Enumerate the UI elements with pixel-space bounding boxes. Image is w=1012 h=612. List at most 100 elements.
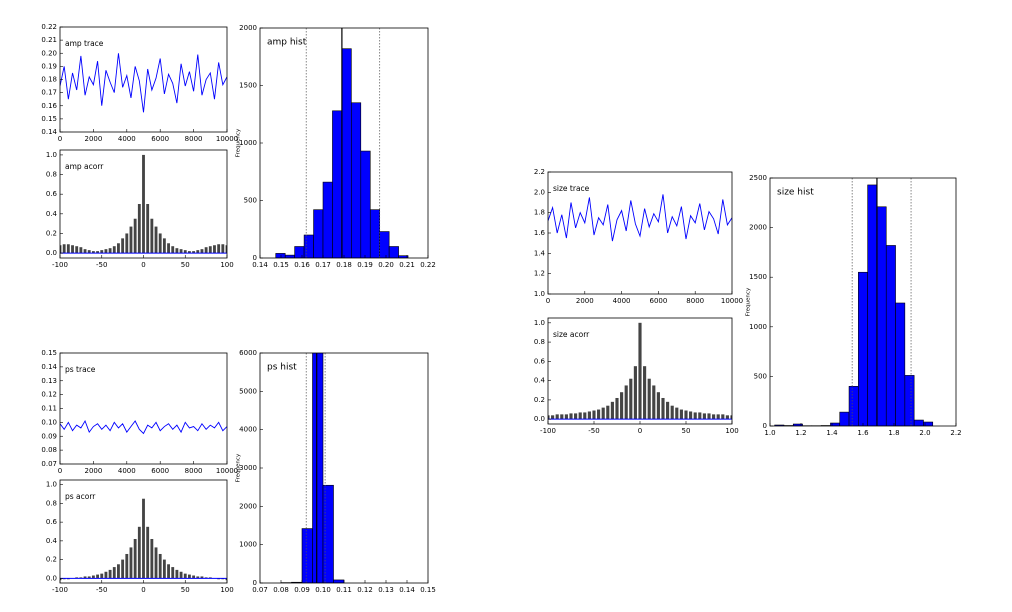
y-tick-label: 0.15 <box>41 349 57 357</box>
acorr-bar <box>716 414 720 420</box>
y-tick-label: 1500 <box>749 273 767 281</box>
acorr-bar <box>125 553 129 579</box>
y-tick-label: 0.09 <box>41 432 57 440</box>
y-tick-label: 6000 <box>239 349 257 357</box>
x-tick-label: 1.4 <box>826 429 838 437</box>
acorr-bar <box>171 567 175 579</box>
y-tick-label: 1.8 <box>534 209 545 217</box>
hist-bar <box>369 209 380 258</box>
acorr-bar <box>87 576 91 579</box>
acorr-bar <box>675 407 679 420</box>
acorr-bar <box>638 322 642 420</box>
hist-bar <box>275 253 286 258</box>
x-tick-label: 2.2 <box>950 429 961 437</box>
acorr-bar <box>548 415 550 420</box>
plot-title: size acorr <box>553 330 590 339</box>
x-tick-label: -100 <box>52 586 68 594</box>
x-tick-label: 1.6 <box>857 429 869 437</box>
trace-line <box>60 53 227 113</box>
y-tick-label: 0.0 <box>534 415 545 423</box>
x-tick-label: 4000 <box>118 135 136 143</box>
acorr-bar <box>62 244 66 254</box>
trace-line <box>548 194 732 242</box>
y-tick-label: 0.18 <box>41 76 57 84</box>
x-tick-label: 8000 <box>185 467 203 475</box>
x-tick-label: 0.14 <box>252 261 268 269</box>
y-tick-label: 0 <box>253 254 257 262</box>
y-tick-label: 0.07 <box>41 460 57 468</box>
x-tick-label: 0 <box>638 427 642 435</box>
acorr-bar <box>121 238 125 254</box>
x-tick-label: 0.22 <box>420 261 436 269</box>
acorr-bar <box>200 249 204 254</box>
plot <box>280 353 345 583</box>
acorr-bar <box>96 251 100 254</box>
hist-bar <box>848 386 859 426</box>
acorr-bar <box>221 244 225 254</box>
acorr-bar <box>154 226 158 254</box>
y-tick-label: 0.6 <box>46 190 58 198</box>
plot <box>275 28 409 258</box>
y-tick-label: 0.21 <box>41 36 57 44</box>
acorr-bar <box>96 574 100 579</box>
acorr-bar <box>569 413 573 420</box>
acorr-bar <box>213 245 216 254</box>
plot-title: ps hist <box>267 363 297 373</box>
x-tick-label: 0.14 <box>399 586 415 594</box>
plot-frame <box>259 352 429 584</box>
acorr-bar <box>79 247 83 254</box>
y-tick-label: 0.2 <box>534 396 545 404</box>
y-tick-label: 0.15 <box>41 115 57 123</box>
x-tick-label: 0.07 <box>252 586 268 594</box>
hist-bar <box>284 254 295 258</box>
x-tick-label: 8000 <box>686 297 704 305</box>
acorr-bar <box>158 553 162 579</box>
x-tick-label: 100 <box>220 261 233 269</box>
acorr-bar <box>133 218 137 254</box>
acorr-bar <box>200 576 204 579</box>
hist-bar <box>360 150 371 258</box>
y-tick-label: 0.17 <box>41 89 57 97</box>
y-tick-label: 0.2 <box>46 556 57 564</box>
acorr-bar <box>196 250 200 254</box>
y-tick-label: 0.13 <box>41 377 57 385</box>
acorr-bar <box>146 526 150 579</box>
plot-title: ps trace <box>65 365 96 374</box>
plot <box>60 498 227 581</box>
y-tick-label: 0.16 <box>41 102 57 110</box>
acorr-bar <box>551 415 555 420</box>
y-tick-label: 5000 <box>239 387 257 395</box>
acorr-bar <box>117 243 120 254</box>
y-tick-label: 1.6 <box>534 229 546 237</box>
acorr-bar <box>620 392 624 420</box>
acorr-bar <box>104 249 108 254</box>
acorr-bar <box>583 412 587 420</box>
y-tick-label: 2000 <box>239 24 257 32</box>
x-tick-label: 50 <box>181 586 190 594</box>
acorr-bar <box>129 226 133 254</box>
y-tick-label: 0.0 <box>46 574 57 582</box>
y-tick-label: 0.4 <box>534 377 546 385</box>
y-tick-label: 2000 <box>239 502 257 510</box>
acorr-bar <box>100 573 104 579</box>
acorr-bar <box>661 397 665 420</box>
x-tick-label: 8000 <box>185 135 203 143</box>
acorr-bar <box>150 218 154 254</box>
acorr-bar <box>615 397 619 420</box>
acorr-bar <box>83 249 87 254</box>
y-tick-label: 2.0 <box>534 188 545 196</box>
y-tick-label: 1000 <box>239 541 257 549</box>
y-tick-label: 0.10 <box>41 418 57 426</box>
acorr-bar <box>66 244 70 254</box>
hist-bar <box>332 110 343 258</box>
plot-title: amp hist <box>267 38 307 48</box>
x-tick-label: 0 <box>141 261 145 269</box>
y-tick-label: 0 <box>253 579 257 587</box>
acorr-bar <box>670 405 674 420</box>
y-tick-label: 0.19 <box>41 62 57 70</box>
acorr-bar <box>698 412 702 420</box>
plot-frame <box>769 177 957 427</box>
x-tick-label: 0.15 <box>273 261 289 269</box>
hist-bar <box>313 209 324 258</box>
